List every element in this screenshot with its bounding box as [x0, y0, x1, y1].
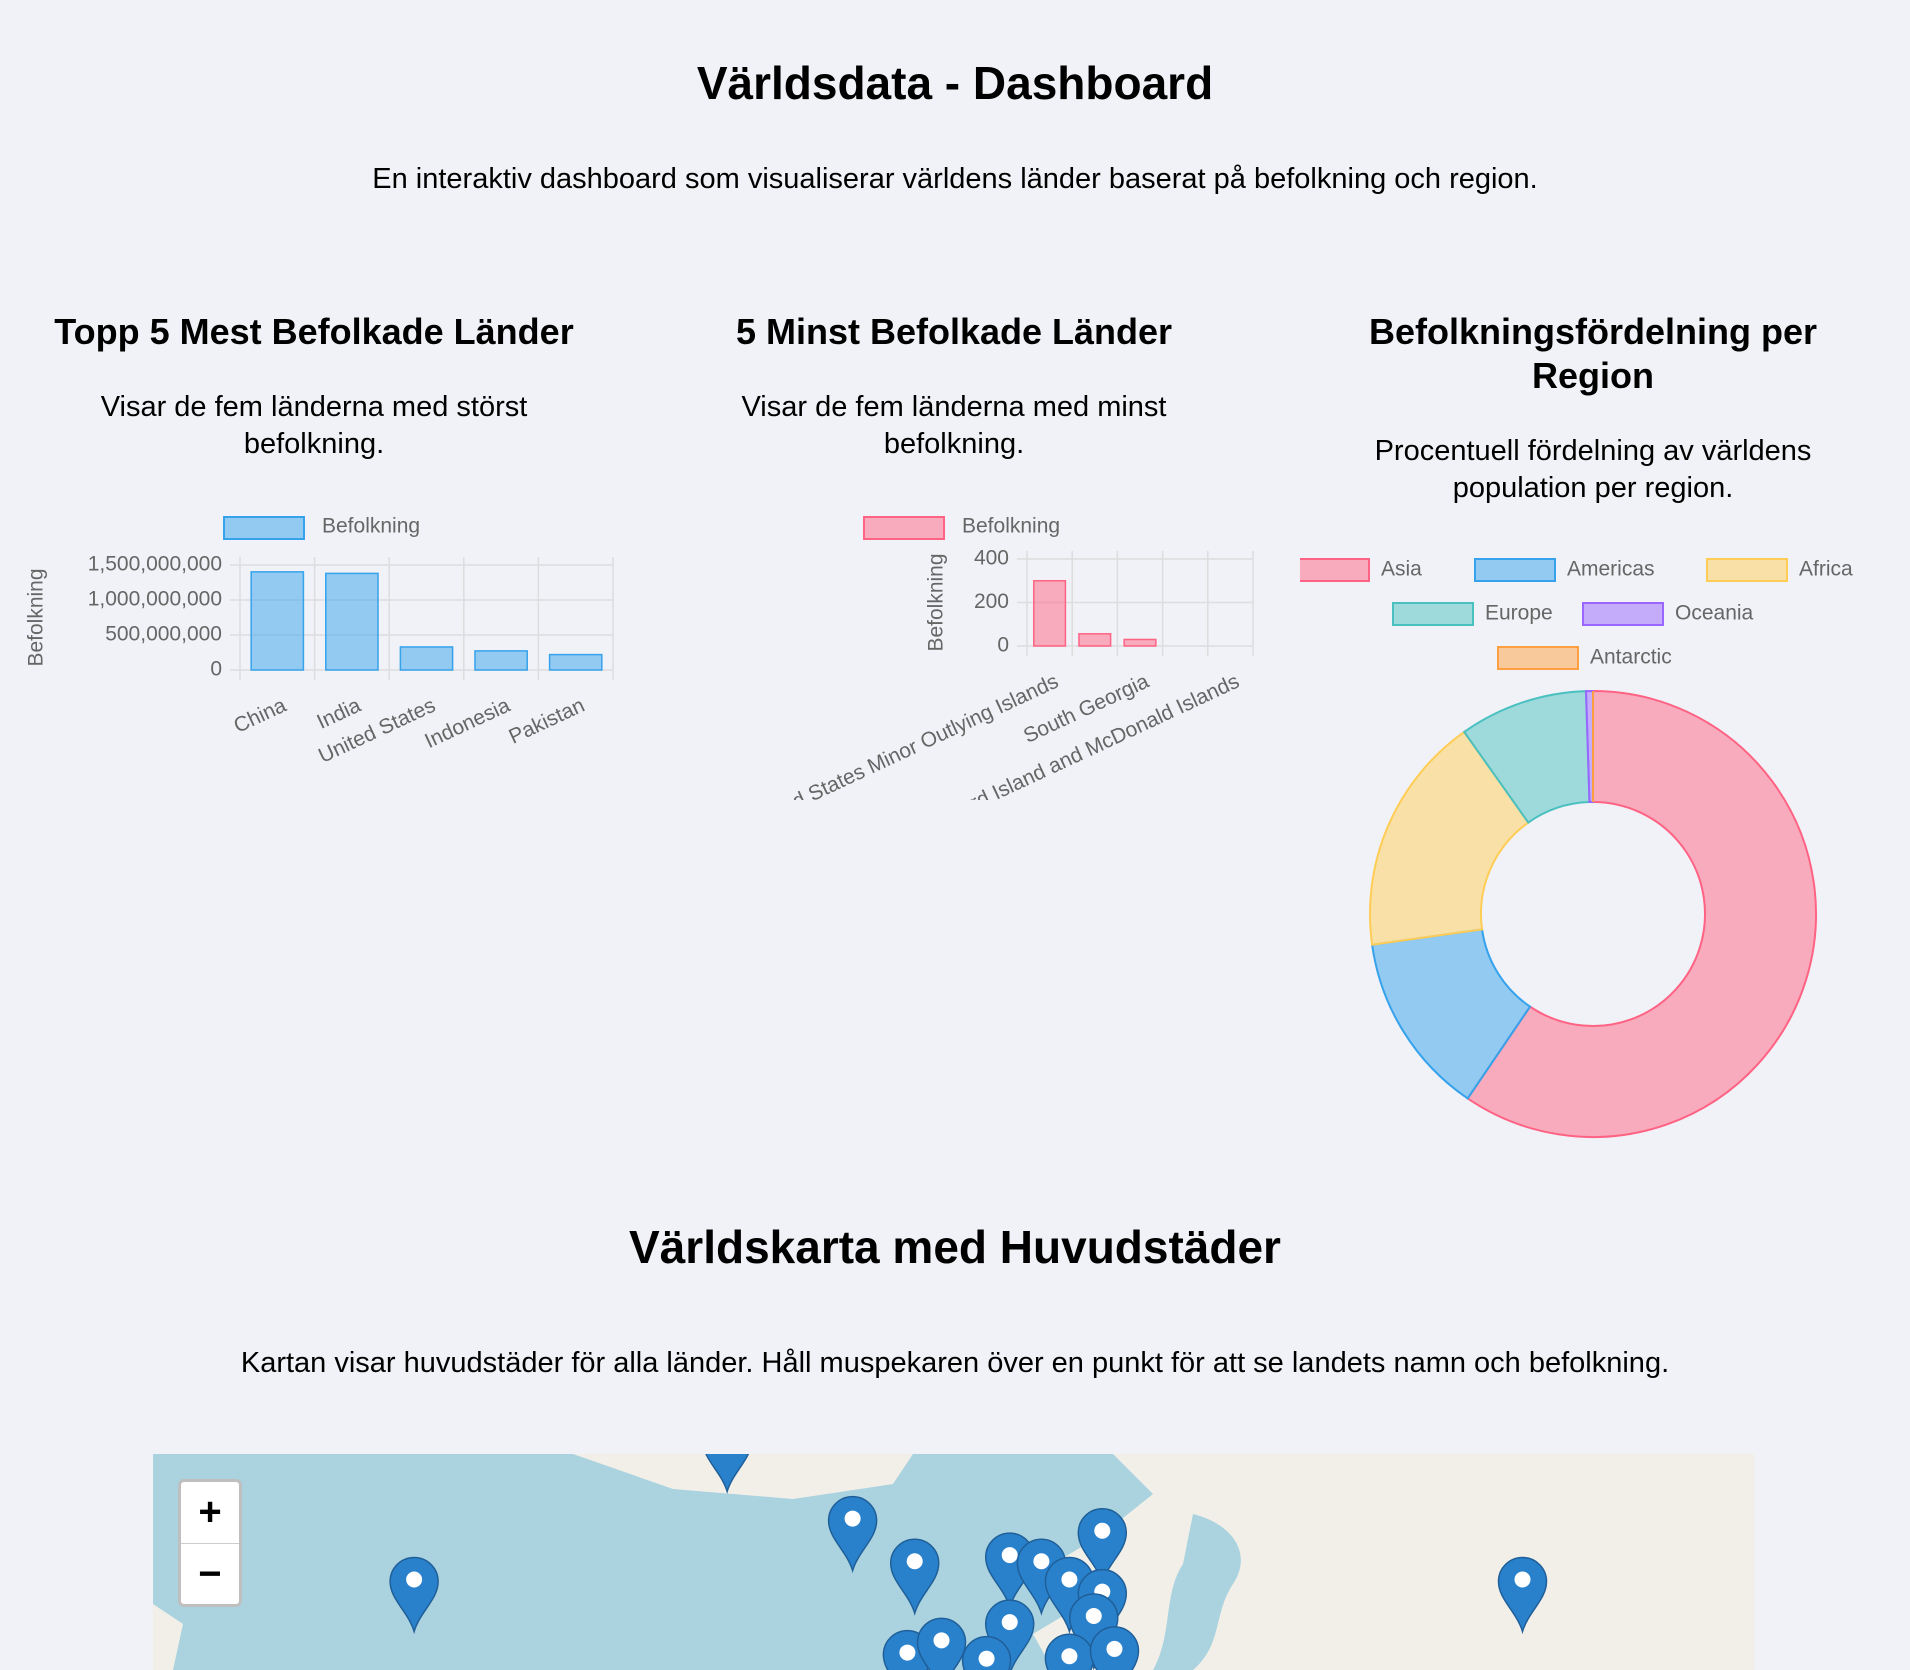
bar: [548, 653, 603, 671]
legend-swatch: [1300, 558, 1370, 582]
legend-label: Americas: [1567, 558, 1655, 581]
zoom-control: + −: [178, 1479, 242, 1607]
marker-dot: [1001, 1614, 1018, 1631]
marker-dot: [1061, 1571, 1078, 1588]
legend-label: Oceania: [1675, 602, 1754, 625]
marker: [1497, 1556, 1548, 1635]
marker-dot: [1106, 1640, 1123, 1657]
y-tick-label: 1,500,000,000: [88, 553, 222, 576]
map[interactable]: [153, 1454, 1754, 1670]
doughnut-segment: [1466, 689, 1817, 1138]
y-tick-label: 1,000,000,000: [88, 588, 222, 611]
legend-swatch: [1706, 558, 1788, 582]
marker-dot: [844, 1510, 861, 1527]
marker: [1077, 1508, 1128, 1586]
zoom-out[interactable]: −: [198, 1552, 222, 1596]
legend-swatch: [223, 516, 305, 540]
bar: [250, 571, 305, 671]
marker-dot: [1514, 1571, 1531, 1588]
legend-swatch: [1392, 602, 1474, 626]
legend-swatch: [863, 516, 945, 540]
page-description: En interaktiv dashboard som visualiserar…: [372, 163, 1538, 195]
marker-dot: [899, 1644, 916, 1661]
bar: [1033, 580, 1067, 647]
x-tick-label: Heard Island and McDonald Islands: [932, 670, 1243, 800]
bar: [399, 646, 454, 671]
legend-swatch: [1582, 602, 1664, 626]
zoom-in[interactable]: +: [181, 1482, 239, 1544]
marker: [889, 1538, 940, 1616]
bar: [1078, 633, 1112, 647]
marker: [389, 1556, 439, 1635]
y-tick-label: 400: [974, 547, 1009, 570]
y-axis-label: Befolkning: [925, 553, 948, 651]
chart-title: Befolkningsfördelning per Region: [1368, 311, 1817, 396]
y-tick-label: 500,000,000: [105, 623, 222, 646]
marker-dot: [1061, 1648, 1078, 1665]
marker: [827, 1495, 878, 1574]
bar: [325, 572, 379, 671]
marker-dot: [1085, 1608, 1102, 1625]
legend-label: Europe: [1485, 602, 1553, 625]
x-tick-label: China: [230, 694, 290, 738]
page-title: Världsdata - Dashboard: [696, 57, 1214, 109]
marker-dot: [933, 1632, 950, 1649]
legend-swatch: [1497, 646, 1579, 670]
marker-dot: [1094, 1522, 1111, 1539]
x-tick-label: Indonesia: [421, 694, 514, 753]
map-sea: [1153, 1514, 1241, 1670]
marker-dot: [406, 1571, 423, 1588]
map-land: [153, 1604, 183, 1670]
markers: [389, 1454, 1548, 1670]
chart-subtitle: Visar de fem länderna med minst befolkni…: [741, 391, 1167, 460]
map-land: [573, 1454, 913, 1499]
marker-dot: [978, 1650, 995, 1667]
legend-label: Africa: [1799, 558, 1853, 581]
marker-dot: [1033, 1553, 1050, 1570]
chart-subtitle: Procentuell fördelning av världens popul…: [1374, 435, 1812, 504]
legend-swatch: [1474, 558, 1556, 582]
legend-label: Asia: [1381, 558, 1422, 581]
doughnut-segment: [1369, 730, 1530, 946]
chart-title: 5 Minst Befolkade Länder: [735, 311, 1173, 352]
y-axis-label: Befolkning: [25, 568, 48, 666]
legend-label: Befolkning: [962, 515, 1060, 538]
x-tick-label: Pakistan: [505, 694, 588, 749]
chart-title: Topp 5 Mest Befolkade Länder: [54, 311, 574, 352]
y-tick-label: 0: [210, 658, 222, 681]
y-tick-label: 200: [974, 590, 1009, 613]
marker-dot: [906, 1553, 923, 1570]
marker-dot: [1001, 1547, 1018, 1564]
legend-label: Antarctic: [1590, 646, 1672, 669]
map-description: Kartan visar huvudstäder för alla länder…: [240, 1347, 1670, 1379]
y-tick-label: 0: [997, 634, 1009, 657]
bar: [1123, 638, 1157, 647]
marker: [705, 1454, 750, 1495]
chart: Befolkning Befolkning 0 500,000,000 1,000,00…: [25, 515, 614, 768]
bar: [474, 650, 528, 671]
chart-subtitle: Visar de fem länderna med störst befolkn…: [100, 391, 528, 460]
map-title: Världskarta med Huvudstäder: [629, 1221, 1281, 1273]
legend-label: Befolkning: [322, 515, 420, 538]
